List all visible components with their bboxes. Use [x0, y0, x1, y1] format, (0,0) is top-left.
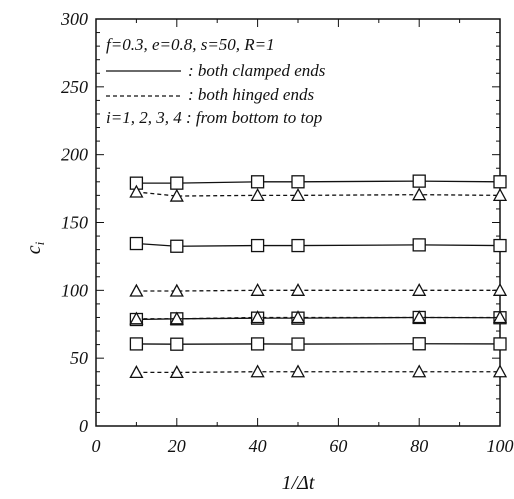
data-point-square — [170, 239, 184, 253]
data-point-square — [291, 337, 305, 351]
data-point-triangle — [290, 188, 306, 202]
series-line — [136, 191, 501, 197]
data-point-triangle — [290, 282, 306, 296]
series-1 — [129, 337, 507, 351]
data-point-triangle — [169, 188, 184, 202]
y-tick-label: 0 — [79, 416, 88, 436]
series-6 — [129, 310, 508, 325]
data-point-square — [412, 238, 426, 252]
data-point-square — [129, 236, 144, 251]
data-point-square — [412, 174, 426, 188]
data-point-triangle — [412, 364, 427, 378]
data-point-square — [412, 337, 426, 351]
data-point-triangle — [129, 283, 144, 297]
data-point-square — [493, 238, 507, 253]
x-tick-label: 0 — [92, 436, 101, 456]
series-line — [136, 316, 500, 320]
x-tick-label: 20 — [168, 436, 186, 456]
data-point-square — [250, 337, 265, 351]
data-point-square — [493, 337, 507, 351]
series-layer — [129, 174, 508, 379]
legend-annotation-params: f=0.3, e=0.8, s=50, R=1 — [106, 35, 275, 54]
legend-solid-label: : both clamped ends — [188, 61, 326, 80]
data-point-square — [291, 175, 305, 189]
series-line — [136, 289, 500, 292]
data-point-triangle — [250, 188, 265, 202]
data-point-triangle — [492, 188, 508, 202]
data-point-triangle — [290, 364, 306, 378]
x-tick-label: 40 — [249, 436, 267, 456]
data-point-square — [250, 238, 265, 253]
series-5 — [129, 364, 508, 379]
data-point-triangle — [169, 311, 184, 325]
tick-labels: 0 20 40 60 80 100 0 50 100 150 200 250 300 — [60, 9, 514, 456]
data-point-triangle — [250, 364, 265, 378]
data-point-square — [170, 176, 184, 190]
data-point-triangle — [129, 184, 144, 198]
x-tick-label: 60 — [329, 436, 347, 456]
y-axis-label: ci — [23, 241, 47, 254]
data-point-triangle — [250, 310, 265, 324]
series-line — [136, 242, 501, 247]
series-line — [136, 371, 500, 374]
y-tick-label: 200 — [61, 145, 88, 165]
series-3 — [129, 236, 507, 253]
data-point-triangle — [169, 283, 184, 297]
series-8 — [129, 184, 508, 202]
data-point-triangle — [492, 282, 508, 296]
y-tick-label: 300 — [60, 9, 88, 29]
series-7 — [129, 282, 508, 297]
data-point-triangle — [492, 364, 508, 378]
series-line — [136, 180, 501, 184]
data-point-triangle — [412, 282, 427, 296]
data-point-square — [493, 175, 507, 189]
series-4 — [129, 174, 507, 190]
data-point-triangle — [412, 310, 427, 324]
x-axis-label: 1/Δt — [282, 472, 315, 494]
data-point-triangle — [169, 365, 184, 379]
y-tick-label: 50 — [70, 348, 88, 368]
data-point-triangle — [290, 310, 306, 324]
data-point-triangle — [412, 187, 427, 201]
legend-dashed-label: : both hinged ends — [188, 85, 314, 104]
x-tick-label: 80 — [410, 436, 428, 456]
data-point-triangle — [129, 311, 144, 325]
y-tick-label: 100 — [61, 280, 88, 300]
data-point-square — [129, 337, 144, 351]
legend-annotation-order: i=1, 2, 3, 4 : from bottom to top — [106, 108, 322, 127]
data-point-square — [250, 175, 265, 189]
data-point-square — [291, 238, 305, 253]
data-point-triangle — [492, 310, 508, 324]
y-tick-label: 250 — [61, 77, 88, 97]
data-point-square — [170, 337, 184, 351]
data-point-triangle — [250, 282, 265, 296]
legend: f=0.3, e=0.8, s=50, R=1 : both clamped e… — [106, 35, 326, 127]
data-point-triangle — [129, 365, 144, 379]
y-tick-label: 150 — [61, 213, 88, 233]
x-tick-label: 100 — [487, 436, 514, 456]
axis-ticks — [95, 18, 501, 427]
